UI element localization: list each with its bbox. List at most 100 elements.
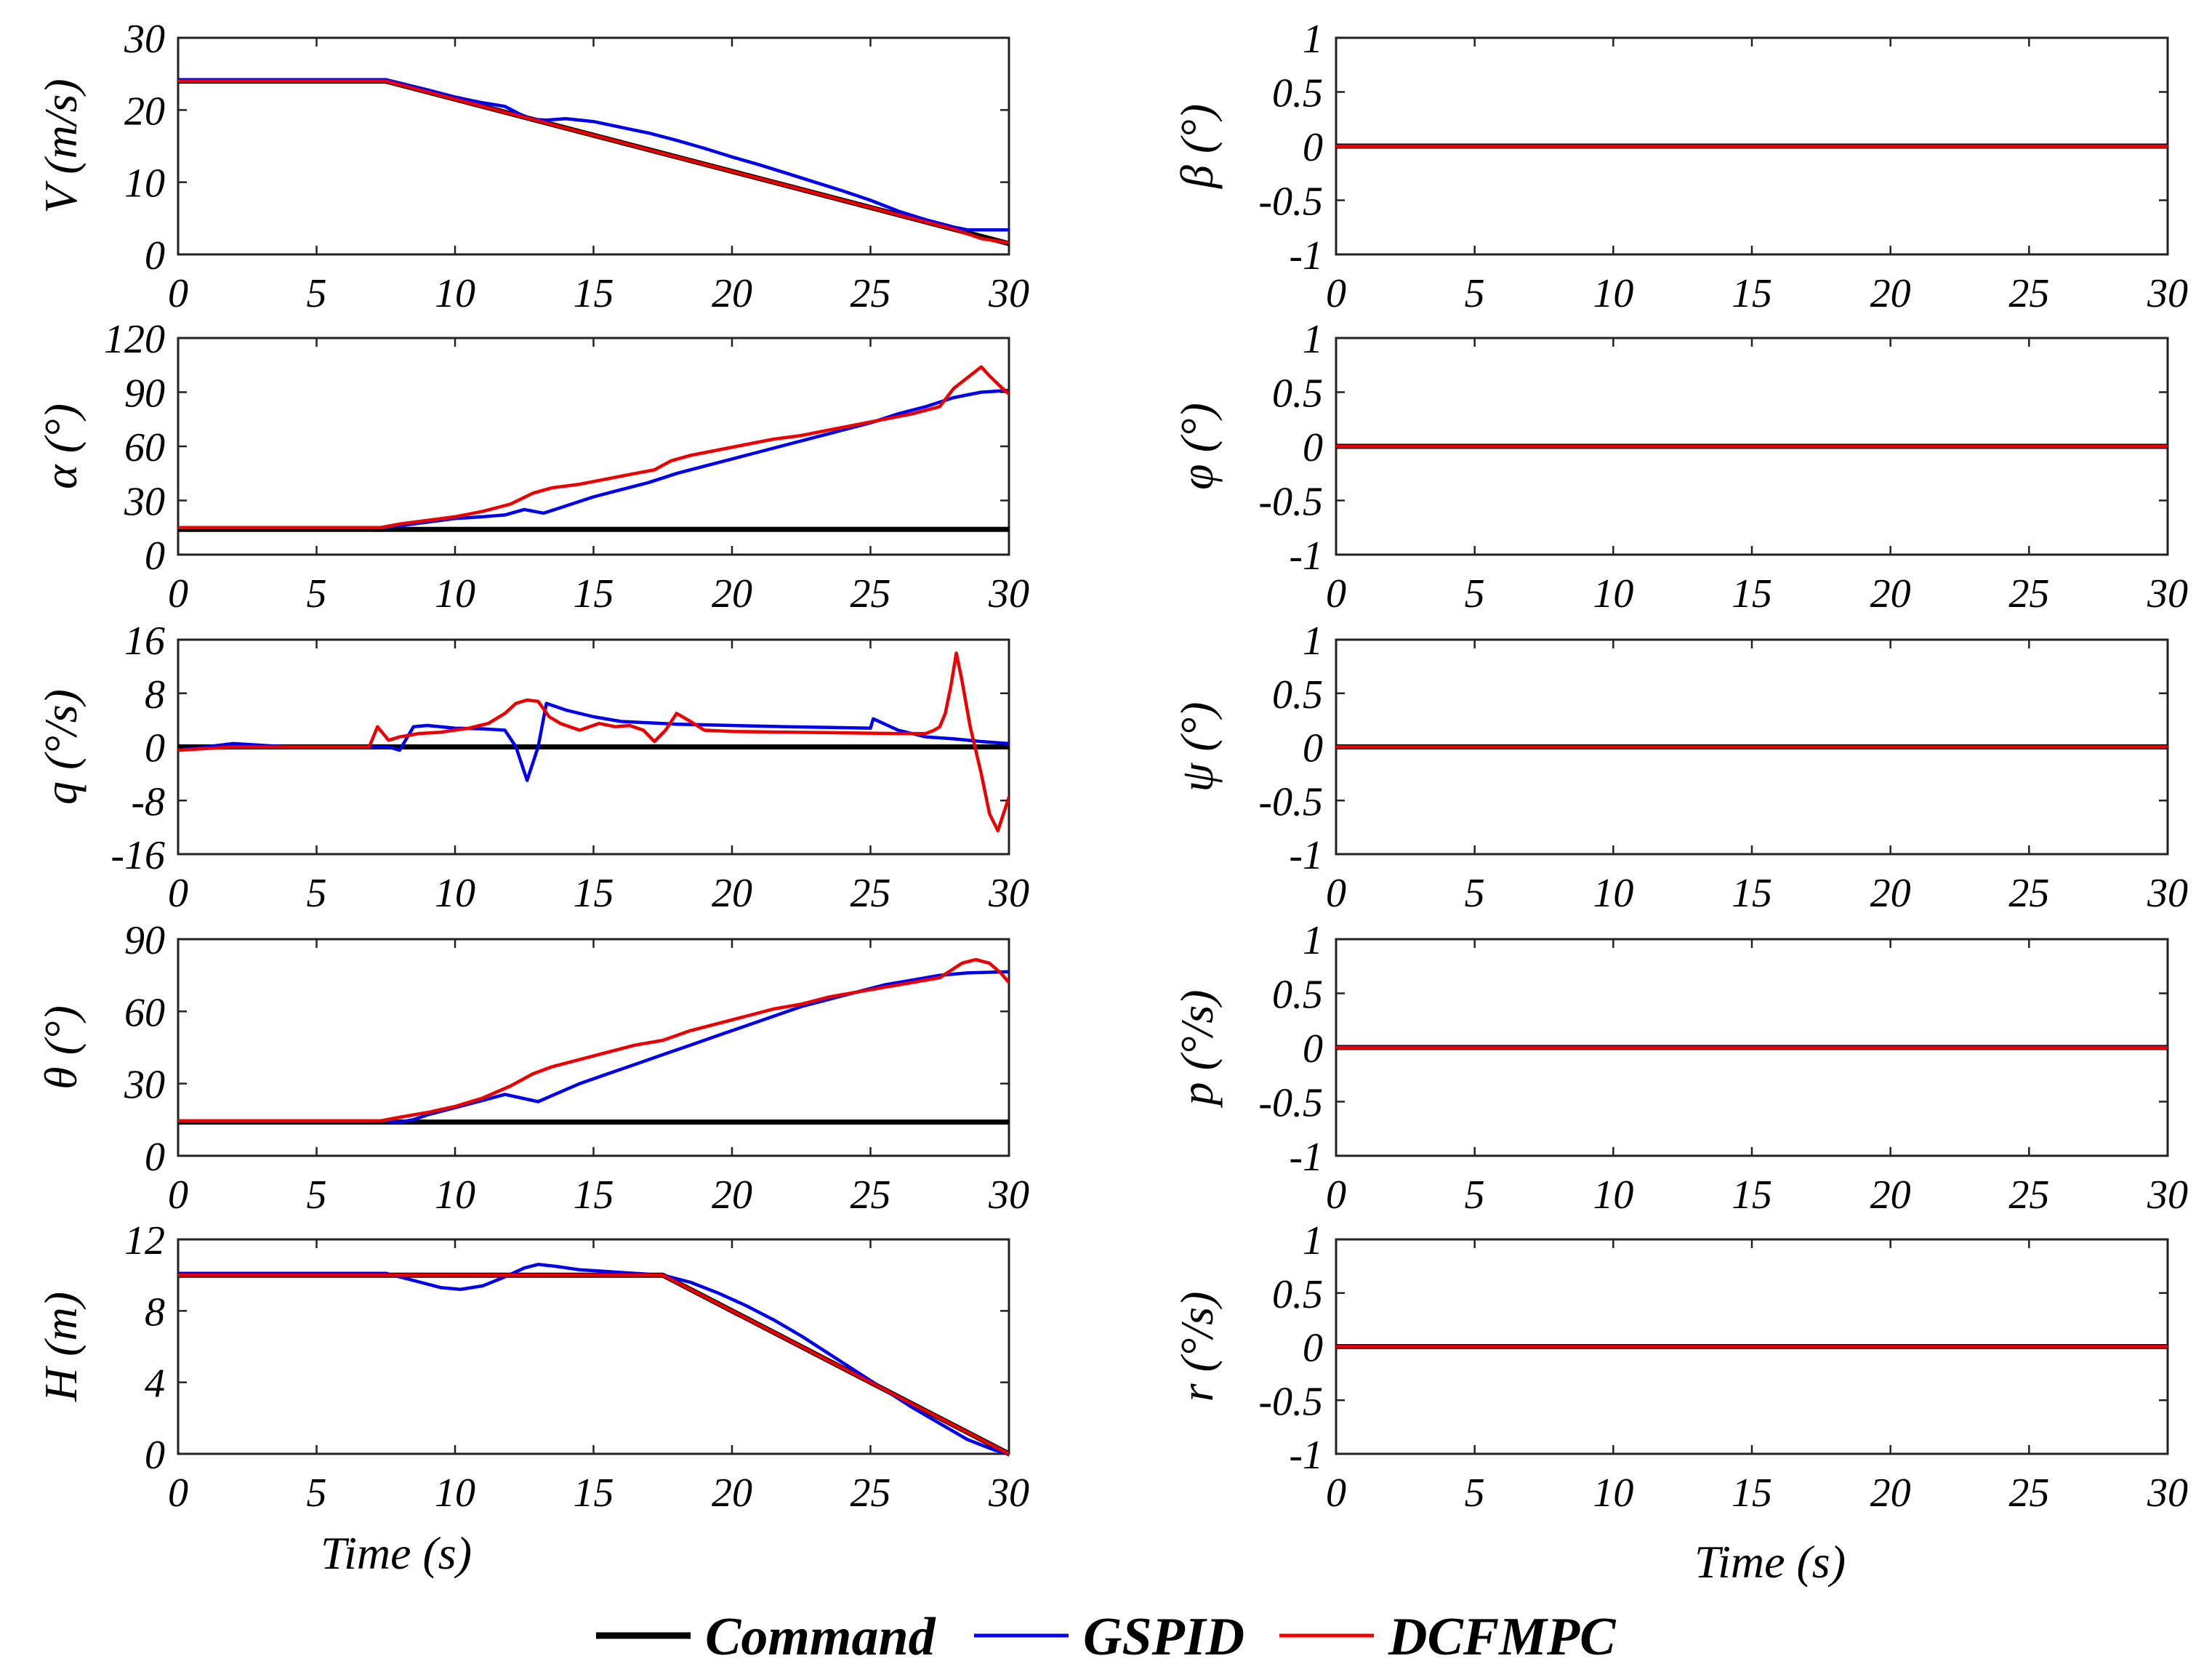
subplot-p: 0 5 10 15 20 25 30 -1 -0.5 0 0.5 1 p (°/s) [1171, 918, 2188, 1218]
x-tick-label: 5 [1465, 1173, 1485, 1218]
x-tick-label: 25 [2008, 271, 2049, 316]
legend: Command GSPID DCFMPC [596, 1607, 1617, 1667]
y-tick-label: 12 [124, 1218, 165, 1263]
subplot-beta: 0 5 10 15 20 25 30 -1 -0.5 0 0.5 1 β (°) [1171, 17, 2188, 316]
y-tick-label: 1 [1303, 1218, 1323, 1263]
x-tick-label: 0 [168, 271, 188, 316]
x-tick-label: 15 [1732, 271, 1772, 316]
y-tick-label: 0 [1303, 425, 1323, 470]
subplot-V: 0 5 10 15 20 25 30 0 10 20 30 V (m/s) [35, 17, 1029, 316]
y-tick-label: 0.5 [1272, 71, 1323, 116]
x-tick-label: 5 [1465, 271, 1485, 316]
y-tick-label: 0 [145, 1135, 165, 1180]
x-tick-label: 10 [435, 571, 475, 616]
x-tick-label: 0 [168, 1173, 188, 1218]
x-tick-label: 10 [1593, 871, 1633, 916]
legend-label-dcfmpc: DCFMPC [1388, 1607, 1617, 1667]
y-axis-label-V: V (m/s) [35, 79, 87, 213]
y-tick-label: 0 [1303, 726, 1323, 771]
x-tick-label: 30 [2147, 271, 2188, 316]
x-tick-label: 20 [712, 871, 752, 916]
x-tick-label: 30 [988, 1471, 1029, 1516]
y-tick-label: 90 [124, 918, 165, 963]
x-tick-label: 10 [435, 871, 475, 916]
series-group [178, 651, 1009, 832]
y-tick-label: -0.5 [1258, 180, 1323, 225]
y-tick-label: -1 [1289, 833, 1323, 878]
y-tick-label: -0.5 [1258, 480, 1323, 525]
x-tick-label: 0 [168, 571, 188, 616]
plot-frame [177, 337, 1010, 556]
series-group [178, 957, 1009, 1125]
x-tick-label: 30 [988, 871, 1029, 916]
y-tick-label: -0.5 [1258, 1081, 1323, 1126]
series-group [178, 78, 1009, 246]
y-tick-label: 120 [104, 317, 165, 362]
y-tick-label: -0.5 [1258, 1379, 1323, 1424]
x-tick-label: 10 [1593, 1173, 1633, 1218]
y-tick-label: 0 [145, 726, 165, 771]
y-axis-label-H: H (m) [35, 1292, 87, 1402]
x-tick-label: 20 [712, 271, 752, 316]
x-tick-label: 15 [574, 1471, 614, 1516]
y-tick-label: -1 [1289, 1135, 1323, 1180]
x-tick-label: 25 [2008, 571, 2049, 616]
x-tick-label: 30 [2147, 871, 2188, 916]
x-tick-label: 0 [1326, 1173, 1346, 1218]
x-tick-label: 25 [850, 271, 891, 316]
series-line-gspid [178, 701, 1009, 782]
x-tick-label: 15 [574, 871, 614, 916]
x-tick-label: 20 [712, 571, 752, 616]
subplot-psi: 0 5 10 15 20 25 30 -1 -0.5 0 0.5 1 ψ (°) [1171, 619, 2188, 916]
x-tick-label: 10 [435, 271, 475, 316]
y-axis-label-theta: θ (°) [35, 1005, 87, 1090]
x-tick-label: 30 [2147, 1471, 2188, 1516]
x-tick-label: 25 [850, 1173, 891, 1218]
y-tick-label: -8 [131, 779, 165, 824]
x-tick-label: 25 [850, 1471, 891, 1516]
series-line-gspid [178, 388, 1009, 530]
legend-label-gspid: GSPID [1083, 1607, 1244, 1667]
subplot-theta: 0 5 10 15 20 25 30 0 30 60 90 θ (°) [35, 918, 1029, 1218]
y-tick-label: 0 [145, 534, 165, 579]
y-tick-label: 0.5 [1272, 973, 1323, 1018]
y-axis-label-beta: β (°) [1171, 104, 1223, 190]
x-tick-label: 5 [307, 1173, 327, 1218]
x-tick-label: 10 [435, 1173, 475, 1218]
y-tick-label: 10 [124, 161, 165, 206]
subplot-alpha: 0 5 10 15 20 25 30 0 30 60 90 120 α (°) [35, 317, 1029, 616]
y-tick-label: 20 [124, 89, 165, 134]
y-tick-label: 1 [1303, 619, 1323, 664]
x-tick-label: 30 [988, 571, 1029, 616]
x-tick-label: 0 [1326, 571, 1346, 616]
y-axis-label-phi: φ (°) [1171, 403, 1223, 490]
x-tick-label: 20 [1870, 1173, 1911, 1218]
y-tick-label: 1 [1303, 317, 1323, 362]
x-tick-label: 30 [988, 1173, 1029, 1218]
y-tick-label: 4 [145, 1362, 165, 1407]
x-tick-label: 5 [307, 571, 327, 616]
series-group [178, 365, 1009, 532]
x-tick-label: 10 [1593, 271, 1633, 316]
x-tick-label: 15 [574, 1173, 614, 1218]
x-tick-label: 20 [1870, 271, 1911, 316]
x-tick-label: 20 [1870, 871, 1911, 916]
y-tick-label: 0 [1303, 1326, 1323, 1371]
x-tick-label: 15 [1732, 871, 1772, 916]
y-tick-label: 0 [1303, 1026, 1323, 1071]
series-group [178, 1263, 1009, 1457]
y-tick-label: 16 [124, 619, 165, 664]
x-tick-label: 5 [307, 871, 327, 916]
x-tick-label: 15 [1732, 1471, 1772, 1516]
x-tick-label: 15 [574, 271, 614, 316]
y-tick-label: 0 [145, 1433, 165, 1478]
subplot-q: 0 5 10 15 20 25 30 -16 -8 0 8 16 q (°/s) [35, 619, 1029, 916]
x-tick-label: 25 [850, 871, 891, 916]
series-line-dcfmpc [178, 79, 1009, 245]
y-tick-label: 8 [145, 1290, 165, 1335]
x-tick-label: 20 [1870, 1471, 1911, 1516]
x-tick-label: 0 [168, 871, 188, 916]
x-tick-label: 10 [1593, 571, 1633, 616]
